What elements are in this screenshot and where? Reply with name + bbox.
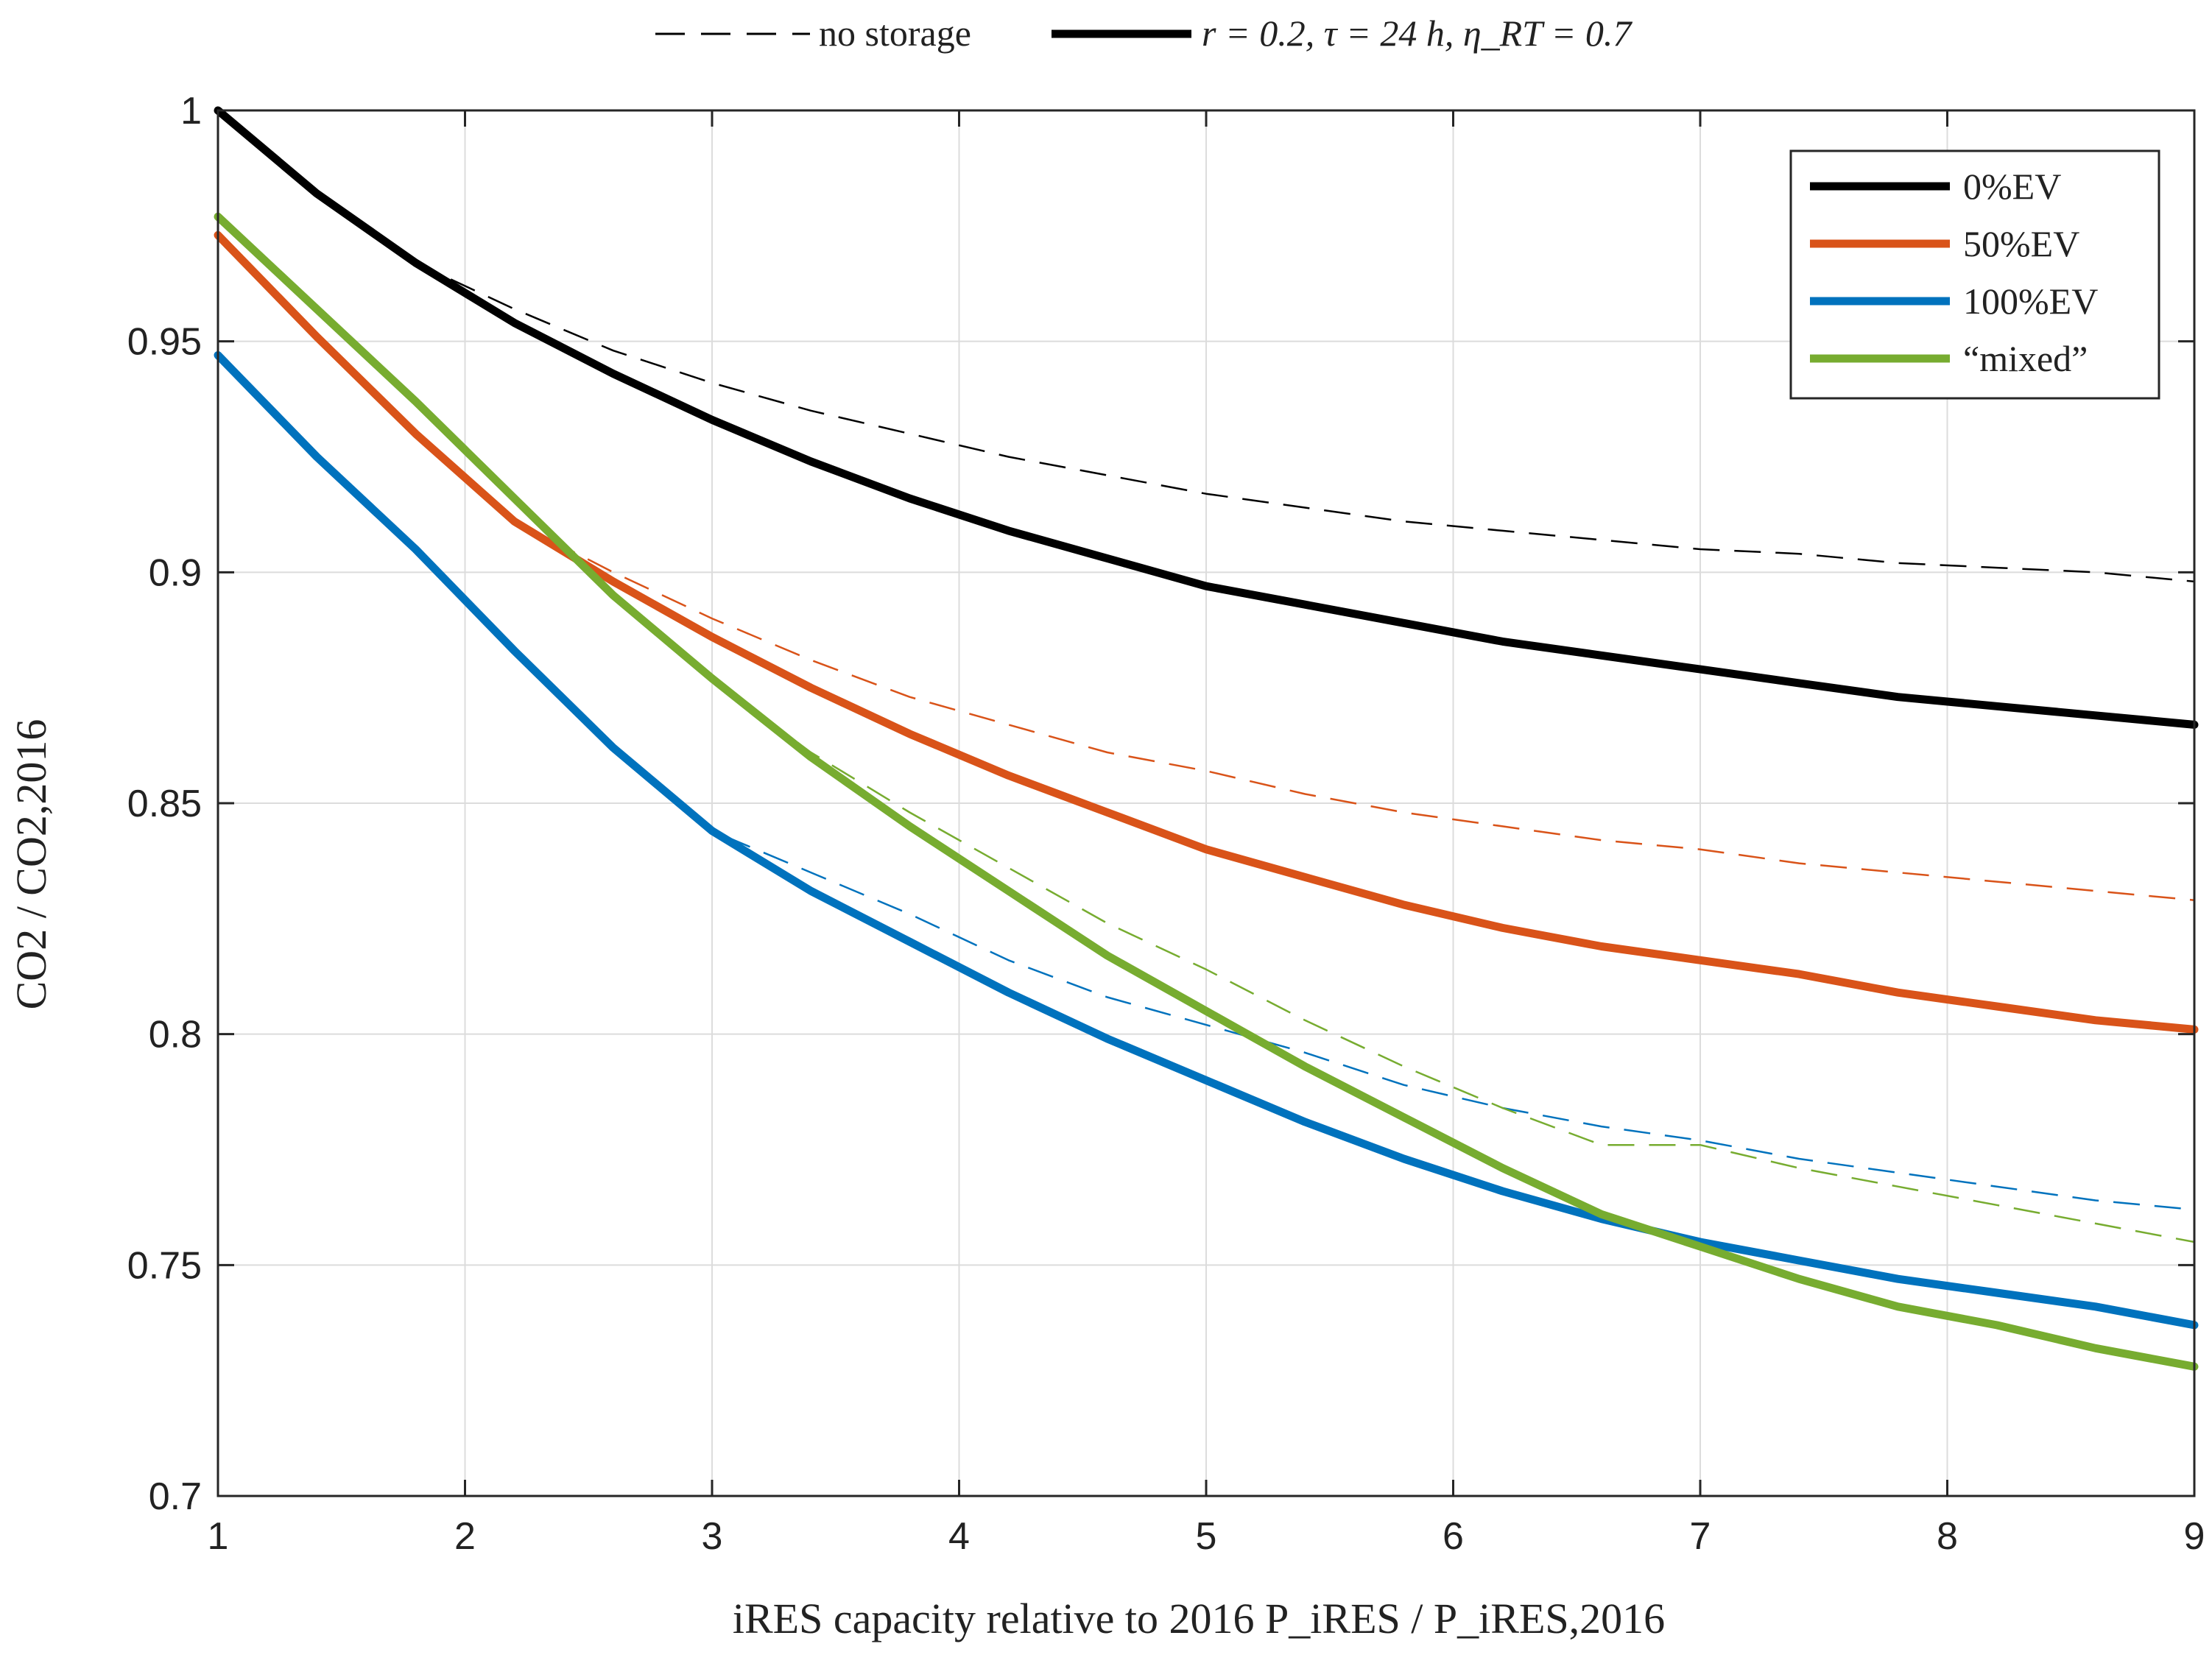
y-tick-label: 0.8: [149, 1014, 202, 1056]
axis-ticks: 1 2 3 4 5 6 7 8 9 0.7 0.75 0.8 0.85 0.9 0.95 1: [127, 90, 2205, 1558]
x-tick-label: 5: [1196, 1515, 1217, 1558]
y-tick-label: 0.7: [149, 1475, 202, 1518]
series-line-no-storage-50-ev: [217, 234, 2195, 901]
top-legend: no storage r = 0.2, τ = 24 h, η_RT = 0.7: [655, 13, 1632, 54]
top-legend-solid-label: r = 0.2, τ = 24 h, η_RT = 0.7: [1202, 13, 1632, 54]
x-tick-label: 9: [2184, 1515, 2205, 1558]
legend-label-100-ev: 100%EV: [1963, 280, 2098, 322]
x-tick-label: 7: [1690, 1515, 1711, 1558]
series-line-storage-100-ev: [214, 351, 2199, 1330]
series-line-no-storage-0-ev: [217, 110, 2195, 583]
y-tick-label: 0.9: [149, 551, 202, 594]
x-tick-label: 6: [1443, 1515, 1464, 1558]
y-tick-label: 1: [180, 90, 202, 133]
x-tick-label: 3: [702, 1515, 723, 1558]
x-tick-label: 8: [1937, 1515, 1958, 1558]
top-legend-dashed-label: no storage: [819, 13, 971, 54]
x-axis-title: iRES capacity relative to 2016 P_iRES / …: [733, 1595, 1665, 1642]
y-axis-title: CO2 / CO2,2016: [7, 719, 55, 1010]
legend-label-mixed: “mixed”: [1963, 338, 2088, 379]
legend: 0%EV 50%EV 100%EV “mixed”: [1789, 149, 2160, 400]
x-tick-label: 1: [208, 1515, 229, 1558]
series-line-storage-50-ev: [214, 230, 2199, 1034]
x-tick-label: 4: [948, 1515, 970, 1558]
legend-label-0-ev: 0%EV: [1963, 166, 2061, 207]
legend-label-50-ev: 50%EV: [1963, 223, 2079, 264]
x-tick-label: 2: [454, 1515, 476, 1558]
series-line-storage-0-ev: [214, 106, 2199, 729]
y-tick-label: 0.85: [127, 783, 202, 825]
y-tick-label: 0.75: [127, 1244, 202, 1287]
series-line-storage-mixed: [214, 212, 2199, 1371]
storage-series: [214, 106, 2199, 1371]
y-tick-label: 0.95: [127, 321, 202, 364]
